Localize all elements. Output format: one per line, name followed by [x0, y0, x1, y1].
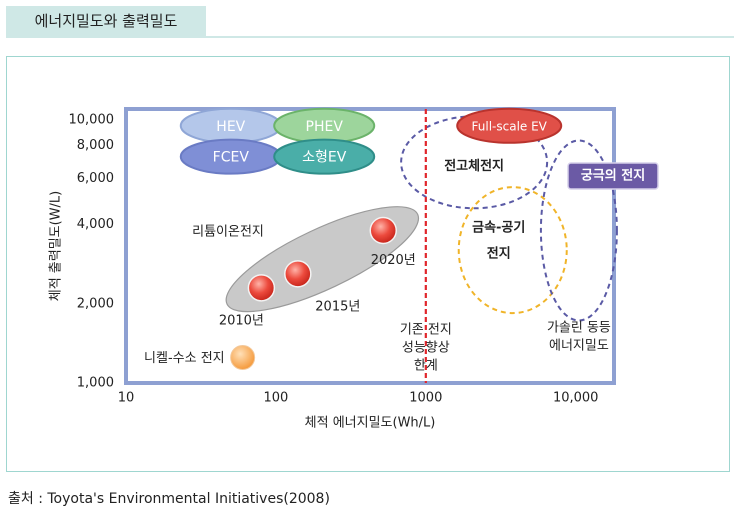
- vehicle-label-hev: HEV: [216, 119, 245, 135]
- lithium-point-label: 2010년: [219, 313, 264, 328]
- lithium-ion-label: 리튬이온전지: [192, 225, 264, 240]
- limit-line-label: 한계: [414, 359, 438, 374]
- y-tick-label: 8,000: [77, 138, 114, 153]
- vehicle-label-small_ev: 소형EV: [302, 150, 347, 166]
- ultimate-caption-line: 가솔린 동등: [547, 321, 611, 336]
- ultimate-battery-badge-label: 궁극의 전지: [581, 168, 645, 184]
- lithium-point: [284, 260, 312, 288]
- vehicle-label-fcev: FCEV: [213, 150, 250, 166]
- ultimate-battery-badge: [567, 162, 659, 190]
- limit-line-label: 성능향상: [402, 341, 450, 356]
- nimh-label: 니켈-수소 전지: [144, 351, 225, 366]
- lithium-point-label: 2020년: [371, 253, 416, 268]
- lithium-point-label: 2015년: [315, 299, 360, 314]
- page-title: 에너지밀도와 출력밀도: [6, 6, 206, 36]
- x-tick-label: 10: [118, 391, 135, 406]
- y-tick-label: 2,000: [77, 296, 114, 311]
- x-tick-label: 1000: [409, 391, 442, 406]
- source-note: 출처 : Toyota's Environmental Initiatives(…: [8, 491, 330, 507]
- y-tick-label: 1,000: [77, 376, 114, 391]
- y-axis-label: 체적 출력밀도(W/L): [49, 191, 64, 302]
- lithium-point: [369, 216, 397, 245]
- y-tick-label: 4,000: [77, 217, 114, 232]
- y-tick-label: 10,000: [69, 112, 115, 127]
- metal-air-label-line: 금속-공기: [472, 221, 525, 236]
- x-tick-label: 10,000: [553, 391, 599, 406]
- metal-air-region: [457, 186, 568, 315]
- vehicle-ellipse-full_ev: [456, 107, 563, 144]
- vehicle-label-phev: PHEV: [306, 119, 344, 135]
- ultimate-caption-line: 에너지밀도: [549, 339, 609, 354]
- ultimate-battery-region: [539, 139, 618, 322]
- limit-line-label: 기존 전지: [400, 323, 452, 338]
- y-tick-label: 6,000: [77, 171, 114, 186]
- solid-state-label: 전고체전지: [444, 158, 504, 174]
- title-divider: [6, 36, 734, 38]
- metal-air-label-line: 전지: [487, 246, 511, 262]
- vehicle-ellipse-small_ev: [273, 138, 376, 175]
- nimh-point: [230, 345, 256, 371]
- x-tick-label: 100: [263, 391, 288, 406]
- lithium-point: [247, 274, 276, 302]
- vehicle-label-full_ev: Full-scale EV: [472, 119, 548, 133]
- x-axis-label: 체적 에너지밀도(Wh/L): [305, 416, 436, 431]
